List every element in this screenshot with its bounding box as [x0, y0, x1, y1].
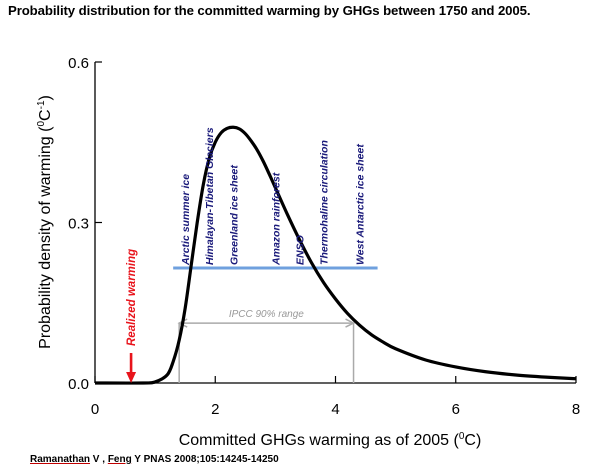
tipping-point-label: ENSO: [294, 235, 306, 265]
x-tick-label: 6: [452, 401, 460, 418]
y-ticks: 0.0 0.3 0.6: [68, 55, 102, 393]
pdf-curve: [94, 125, 577, 385]
citation-part-1: V ,: [90, 454, 108, 465]
ipcc-range-label: IPCC 90% range: [229, 309, 304, 320]
y-axis-label-unit: C: [37, 109, 54, 121]
tipping-point-label: Arctic summer ice: [180, 174, 192, 266]
realized-warming: Realized warming: [126, 249, 138, 383]
x-axis-label-unit: C: [464, 432, 476, 449]
realized-warming-label: Realized warming: [126, 249, 138, 346]
y-tick-label: 0.6: [68, 55, 89, 72]
citation-author-2: Feng: [107, 454, 132, 465]
tipping-point-label: Thermohaline circulation: [318, 140, 330, 265]
citation-author-1: Ramanathan: [30, 454, 91, 465]
x-axis-label-text: Committed GHGs warming as of 2005: [179, 432, 449, 449]
x-tick-label: 4: [331, 401, 339, 418]
y-tick-label: 0.3: [68, 216, 89, 233]
citation: Ramanathan V , Feng Y PNAS 2008;105:1424…: [30, 454, 279, 465]
x-tick-label: 2: [211, 401, 219, 418]
y-axis-label-text: Probability density of warming: [37, 136, 54, 349]
tipping-point-label: Amazon rainforest: [270, 172, 282, 266]
y-tick-label: 0.0: [68, 376, 89, 393]
x-tick-label: 8: [572, 401, 580, 418]
tipping-point-label: West Antarctic ice sheet: [355, 144, 367, 265]
x-tick-label: 0: [91, 401, 99, 418]
chart-title: Probability distribution for the committ…: [8, 3, 531, 18]
x-axis-label: Committed GHGs warming as of 2005 (0C): [179, 431, 482, 449]
tipping-point-labels: Arctic summer ice Himalayan-Tibetan Glaci…: [180, 127, 366, 266]
y-axis-label-exponent: -1: [36, 100, 47, 109]
ipcc-range: IPCC 90% range: [177, 309, 356, 383]
x-ticks: 0 2 4 6 8: [91, 376, 580, 418]
tipping-point-label: Himalayan-Tibetan Glaciers: [204, 127, 216, 265]
tipping-point-label: Greenland ice sheet: [228, 165, 240, 265]
y-axis-label-degree: 0: [36, 121, 47, 127]
x-axis-label-degree: 0: [459, 431, 465, 442]
realized-warming-arrowhead: [126, 372, 137, 383]
citation-part-2: Y PNAS 2008;105:14245-14250: [131, 454, 279, 465]
y-axis-label: Probability density of warming (0C-1): [36, 95, 54, 349]
ipcc-range-arrow-right: [345, 318, 356, 328]
